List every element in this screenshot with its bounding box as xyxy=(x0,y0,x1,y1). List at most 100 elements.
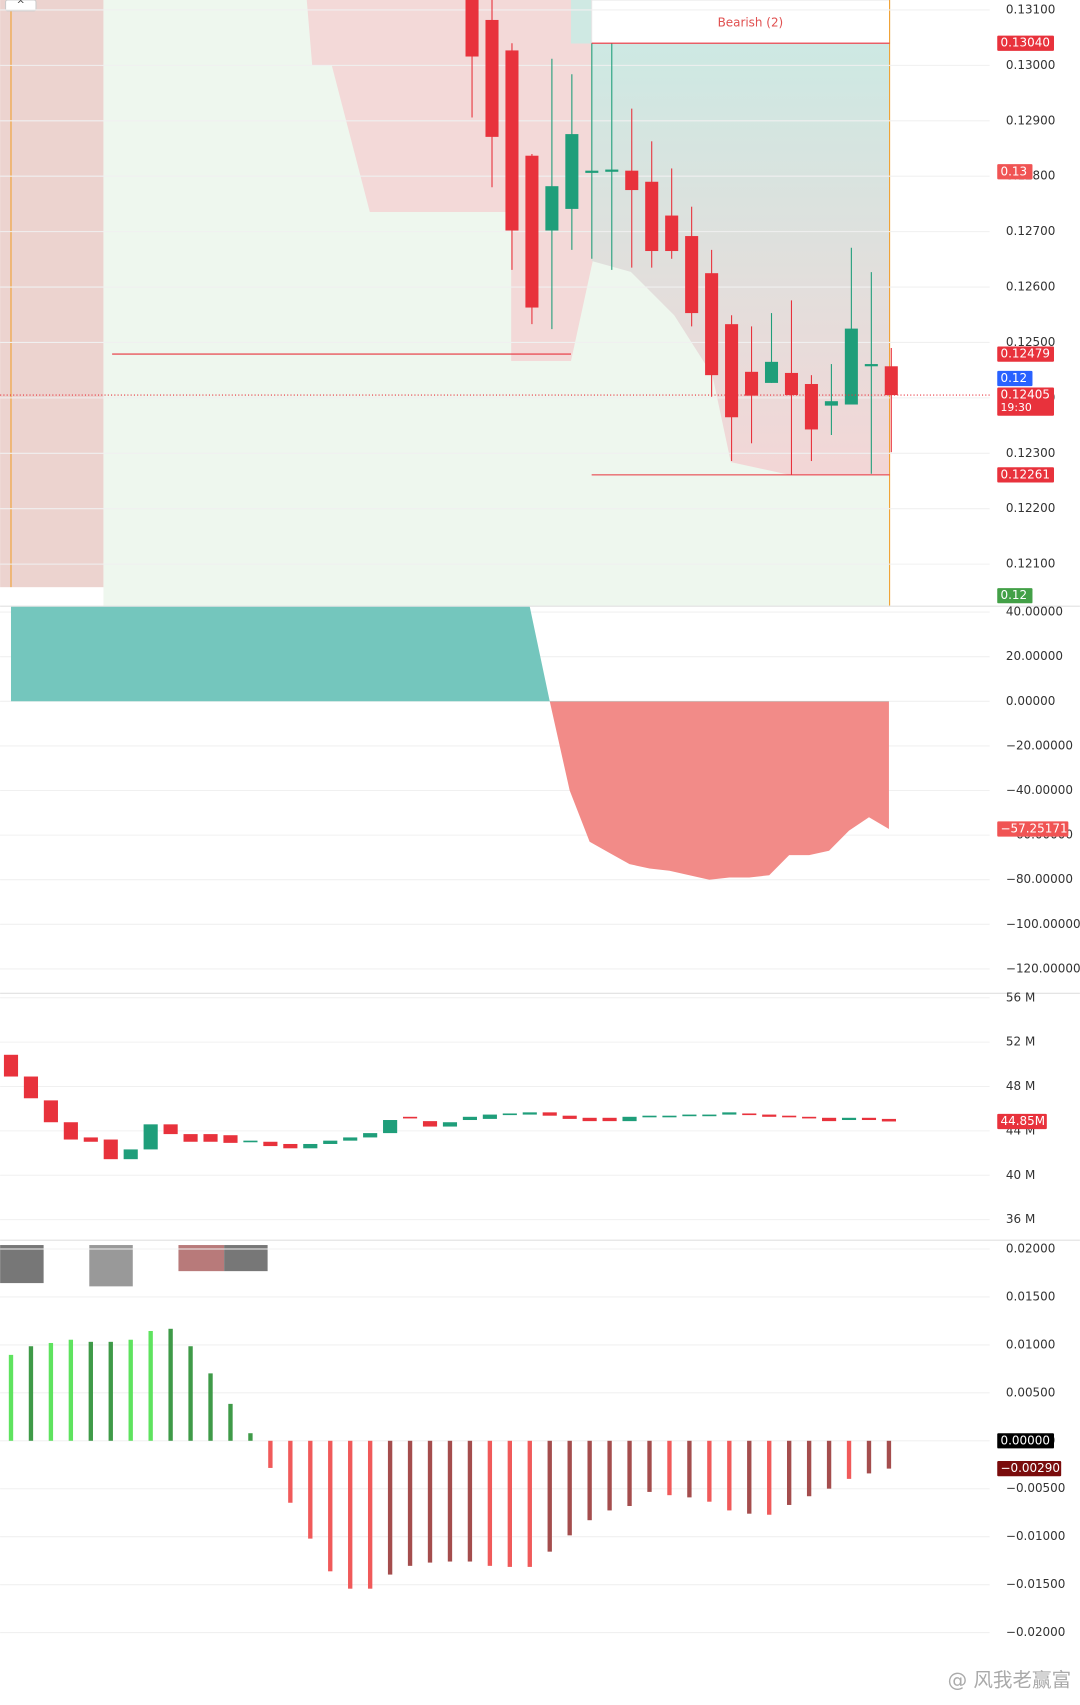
candle-body xyxy=(522,1112,537,1115)
bar xyxy=(886,1440,892,1469)
bar xyxy=(268,1440,273,1468)
candle-body xyxy=(442,1122,458,1127)
y-tick-label: −0.02000 xyxy=(1006,1625,1065,1639)
price-label: 0.12479 xyxy=(1001,347,1050,361)
bar xyxy=(28,1346,34,1441)
price-label-bg xyxy=(997,1460,1062,1477)
candle-body xyxy=(462,1116,477,1121)
price-label-bg xyxy=(997,467,1055,483)
y-tick-label: 0.12900 xyxy=(1006,113,1055,127)
candle-body xyxy=(363,1133,378,1138)
candle-body xyxy=(323,1140,338,1144)
price-label-bg xyxy=(997,387,1055,416)
price-label-bg xyxy=(997,35,1055,51)
bar xyxy=(328,1440,333,1572)
candle-body xyxy=(702,1114,717,1117)
candle-body xyxy=(183,1134,198,1142)
bar xyxy=(547,1440,552,1552)
candle-body xyxy=(861,1117,877,1121)
bar xyxy=(667,1440,672,1496)
y-tick-label: 40.00000 xyxy=(1006,605,1063,619)
bar xyxy=(188,1346,193,1441)
bar xyxy=(627,1440,632,1507)
bar xyxy=(288,1440,293,1503)
bar xyxy=(527,1440,532,1567)
candle-body xyxy=(3,1054,19,1077)
candle-body xyxy=(43,1100,58,1123)
candle-body xyxy=(525,155,539,308)
candle-body xyxy=(343,1137,358,1141)
bar xyxy=(367,1440,373,1589)
candle-body xyxy=(263,1141,278,1147)
candle-body xyxy=(764,361,779,383)
candle-body xyxy=(784,372,798,396)
candle-body xyxy=(402,1116,418,1119)
bar xyxy=(308,1440,313,1539)
candle-body xyxy=(884,366,898,396)
price-label-bg xyxy=(997,370,1033,387)
candle-body xyxy=(482,1114,497,1119)
candle-body xyxy=(682,1114,697,1117)
bar xyxy=(208,1373,213,1441)
y-tick-label: 52 M xyxy=(1006,1035,1035,1049)
candle-body xyxy=(662,1115,677,1118)
price-label-bg xyxy=(997,588,1033,604)
bar xyxy=(68,1339,74,1441)
y-tick-label: −80.00000 xyxy=(1006,872,1073,886)
candle-body xyxy=(725,324,739,418)
bar xyxy=(467,1440,473,1562)
y-tick-label: −0.01500 xyxy=(1006,1577,1065,1591)
bar xyxy=(707,1440,712,1502)
y-tick-label: 0.13000 xyxy=(1006,58,1055,72)
candle-body xyxy=(542,1112,557,1116)
y-tick-label: 0.12200 xyxy=(1006,501,1055,515)
candle-body xyxy=(762,1114,777,1117)
bar xyxy=(48,1342,54,1441)
candle-body xyxy=(143,1124,158,1150)
bar xyxy=(846,1440,852,1479)
candle-body xyxy=(745,371,759,396)
candle-body xyxy=(844,328,858,405)
candle-body xyxy=(582,1117,597,1122)
bar xyxy=(747,1440,752,1514)
y-tick-label: −0.00500 xyxy=(1006,1481,1065,1495)
bar xyxy=(507,1440,513,1567)
candle-body xyxy=(23,1076,39,1099)
price-label-bg xyxy=(997,346,1055,362)
price-label-bg xyxy=(997,821,1069,837)
candle-body xyxy=(881,1118,897,1122)
candle-body xyxy=(742,1113,757,1116)
bar xyxy=(647,1440,652,1492)
y-tick-label: 0.01500 xyxy=(1006,1289,1055,1303)
candle-body xyxy=(685,236,699,314)
bar xyxy=(387,1440,393,1575)
area xyxy=(10,606,889,880)
candle-body xyxy=(804,384,818,430)
bar xyxy=(687,1440,692,1498)
bar xyxy=(767,1440,772,1515)
candle-body xyxy=(565,134,579,209)
candle-body xyxy=(864,364,878,367)
candle-body xyxy=(782,1115,797,1118)
y-tick-label: 0.12300 xyxy=(1006,446,1055,460)
candle-body xyxy=(123,1149,138,1160)
candle-body xyxy=(645,181,659,252)
price-label: 0.12 xyxy=(1001,371,1028,385)
price-label: 0.13 xyxy=(1001,164,1028,178)
price-label: 0.12 xyxy=(1001,588,1028,602)
bar xyxy=(108,1341,113,1441)
candle-body xyxy=(63,1122,78,1140)
candle-body xyxy=(383,1120,398,1134)
y-tick-label: 56 M xyxy=(1006,990,1035,1004)
bar xyxy=(407,1440,413,1566)
bar xyxy=(228,1403,233,1441)
candle-body xyxy=(203,1134,218,1142)
bar xyxy=(128,1339,133,1441)
candle-body xyxy=(465,0,479,57)
y-tick-label: 0.13100 xyxy=(1006,2,1055,16)
bar xyxy=(168,1328,173,1441)
candle-body xyxy=(841,1117,857,1121)
pane-separators xyxy=(0,605,1080,1287)
y-tick-label: 0.12500 xyxy=(1006,335,1055,349)
candle-body xyxy=(502,1113,517,1116)
